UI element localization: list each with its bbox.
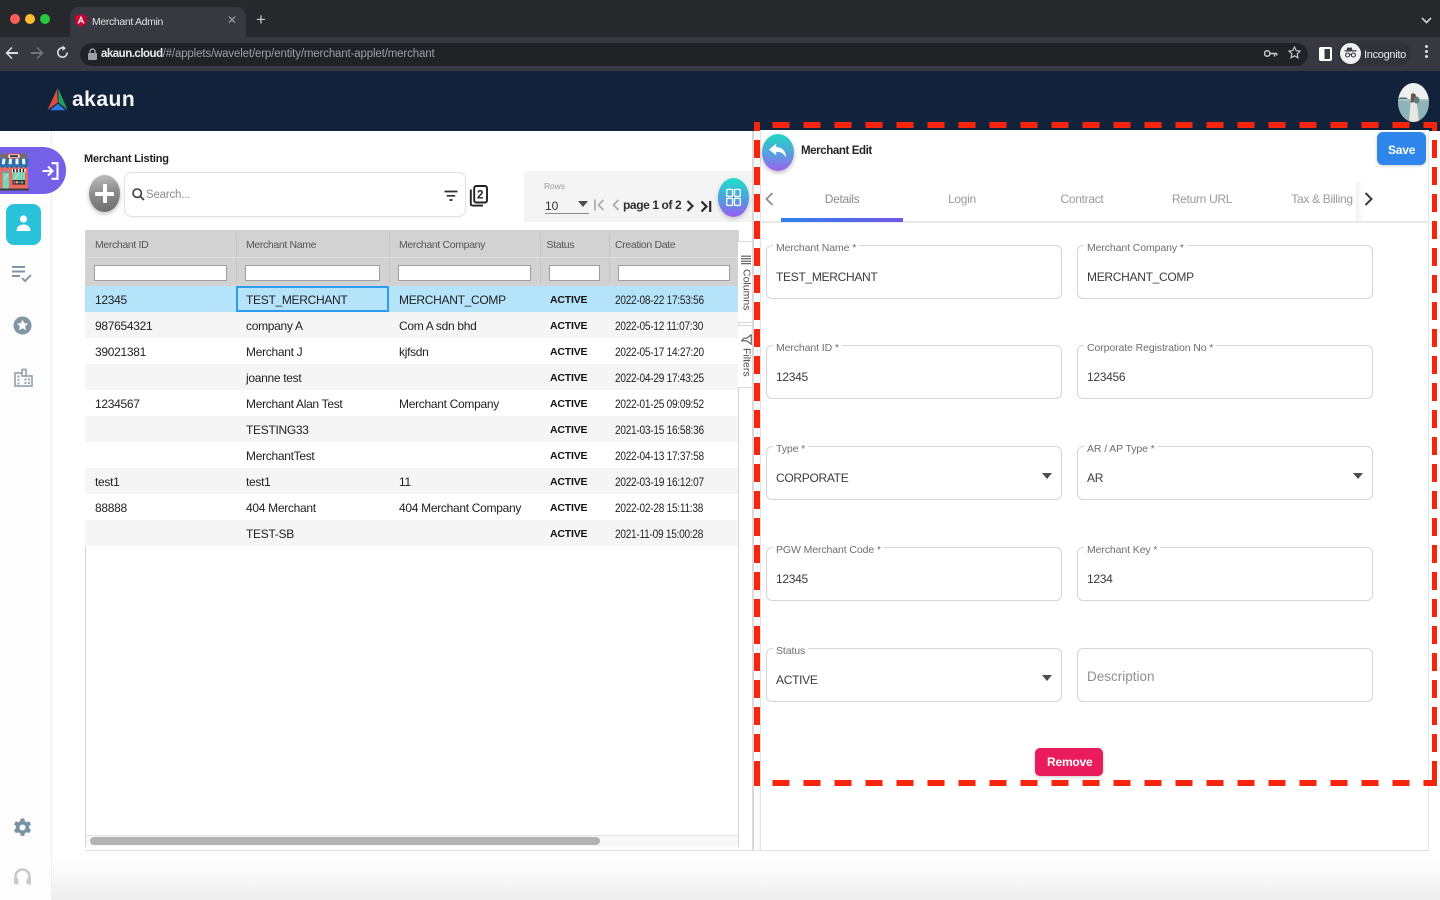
svg-text:2: 2 — [477, 190, 483, 202]
